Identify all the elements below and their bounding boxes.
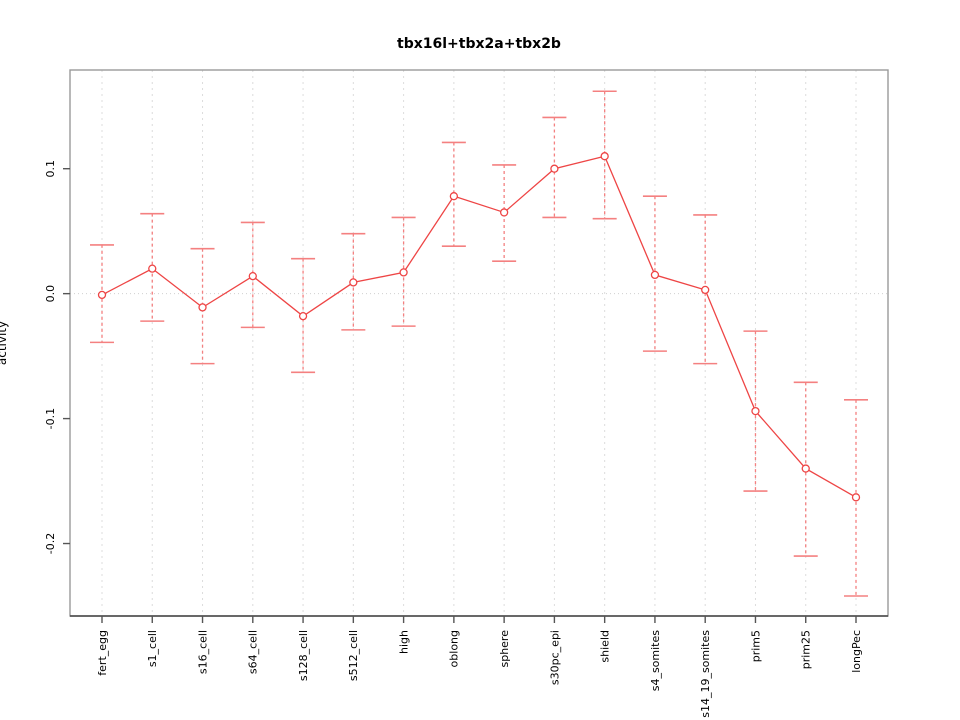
x-tick-label: high: [397, 630, 410, 654]
data-point: [851, 493, 861, 502]
x-tick-label: shield: [599, 630, 612, 663]
data-point: [600, 152, 609, 161]
x-tick-label: s64_cell: [247, 630, 260, 674]
x-tick-label: s1_cell: [146, 630, 159, 667]
data-point: [751, 406, 760, 416]
data-point: [198, 303, 207, 312]
data-point: [248, 272, 257, 281]
plot-box: [69, 69, 889, 617]
data-point: [550, 164, 559, 173]
x-tick-label: longPec: [850, 630, 863, 673]
y-tick-label: -0.2: [44, 533, 57, 554]
x-tick-label: oblong: [448, 630, 461, 667]
data-point: [298, 311, 308, 321]
data-point: [148, 264, 157, 273]
y-tick-label: -0.1: [44, 408, 57, 429]
chart-title: tbx16l+tbx2a+tbx2b: [397, 36, 561, 52]
x-tick-label: prim5: [749, 630, 762, 662]
data-point: [801, 464, 810, 473]
data-point: [97, 290, 107, 300]
data-point: [499, 208, 509, 217]
data-point: [349, 278, 358, 287]
x-tick-label: s512_cell: [347, 630, 360, 681]
x-tick-label: fert_egg: [96, 630, 109, 676]
series-line: [101, 155, 857, 498]
data-point: [399, 268, 408, 277]
data-point: [650, 270, 660, 280]
x-tick-label: s4_somites: [649, 630, 662, 692]
data-point: [701, 285, 710, 295]
x-tick-label: s16_cell: [196, 630, 209, 674]
data-point: [449, 192, 459, 201]
y-tick-label: 0.1: [44, 160, 57, 178]
x-tick-label: s30pc_epi: [548, 630, 561, 685]
x-tick-label: s128_cell: [297, 630, 310, 681]
x-tick-label: sphere: [498, 630, 511, 668]
y-tick-label: 0.0: [44, 285, 57, 303]
x-tick-label: prim25: [800, 630, 813, 669]
x-tick-label: s14_19_somites: [699, 630, 712, 718]
